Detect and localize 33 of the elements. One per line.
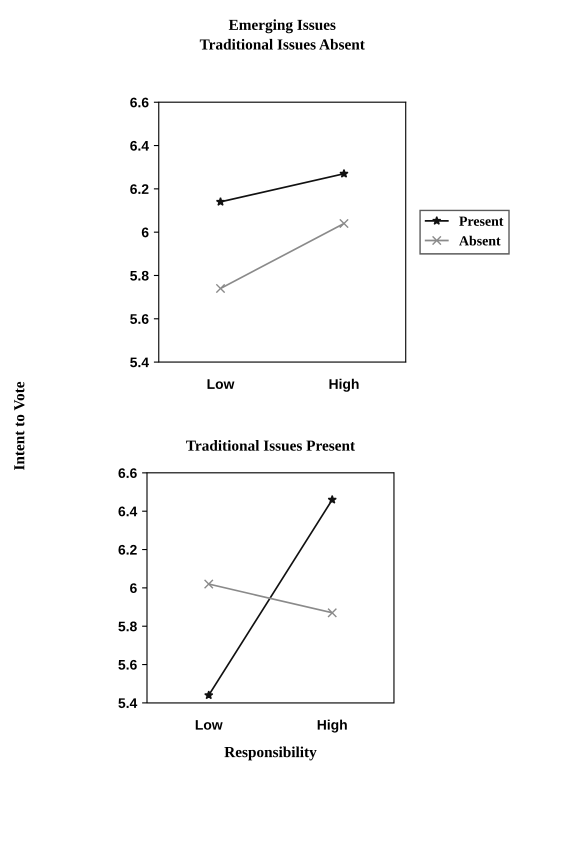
point	[216, 284, 226, 294]
chart-subtitle: Traditional Issues Absent	[200, 38, 365, 50]
point	[216, 196, 226, 206]
point	[339, 218, 349, 228]
y-tick-label: 6.4	[118, 506, 138, 516]
y-tick-label: 5.6	[130, 314, 149, 324]
point	[204, 690, 214, 700]
y-axis-title: Intent to Vote	[14, 382, 24, 470]
chart-title: Emerging Issues	[228, 19, 336, 34]
y-tick-label: 5.8	[118, 622, 137, 632]
y-tick-label: 5.4	[118, 698, 138, 708]
y-tick-label: 6.6	[118, 468, 137, 478]
x-tick-label: High	[329, 378, 359, 392]
x-tick-label: Low	[196, 720, 223, 730]
y-tick-label: 6	[142, 228, 149, 238]
legend-label: Present	[459, 216, 504, 226]
y-tick-label: 6.2	[130, 184, 148, 194]
point	[204, 579, 214, 589]
y-tick-label: 6.6	[130, 98, 149, 108]
y-tick-label: 6.4	[130, 140, 149, 151]
legend-label: Absent	[459, 236, 501, 246]
x-tick-label: Low	[208, 379, 234, 389]
y-tick-label: 5.6	[118, 660, 137, 670]
y-tick-label: 5.8	[130, 270, 149, 281]
point	[327, 608, 338, 618]
x-tick-label: High	[318, 720, 347, 733]
y-tick-label: 5.4	[130, 358, 149, 368]
point	[328, 494, 337, 504]
y-tick-label: 6.2	[118, 544, 137, 555]
x-axis-title: Responsibility	[224, 746, 317, 760]
y-tick-label: 6	[130, 583, 137, 594]
chart-title: Traditional Issues Present	[186, 440, 356, 451]
point	[339, 168, 349, 178]
